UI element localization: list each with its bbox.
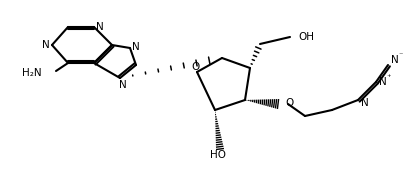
Text: N: N (119, 80, 127, 90)
Text: N: N (379, 77, 387, 87)
Text: N: N (42, 40, 50, 50)
Text: O: O (285, 98, 293, 108)
Text: OH: OH (298, 32, 314, 42)
Text: N: N (132, 42, 140, 52)
Text: N: N (391, 55, 399, 65)
Text: ⁺: ⁺ (386, 73, 390, 82)
Text: ⁻: ⁻ (398, 51, 403, 60)
Text: H₂N: H₂N (22, 68, 42, 78)
Text: N: N (96, 22, 104, 32)
Text: O: O (192, 62, 200, 72)
Text: N: N (361, 98, 369, 108)
Text: HO: HO (210, 150, 226, 160)
